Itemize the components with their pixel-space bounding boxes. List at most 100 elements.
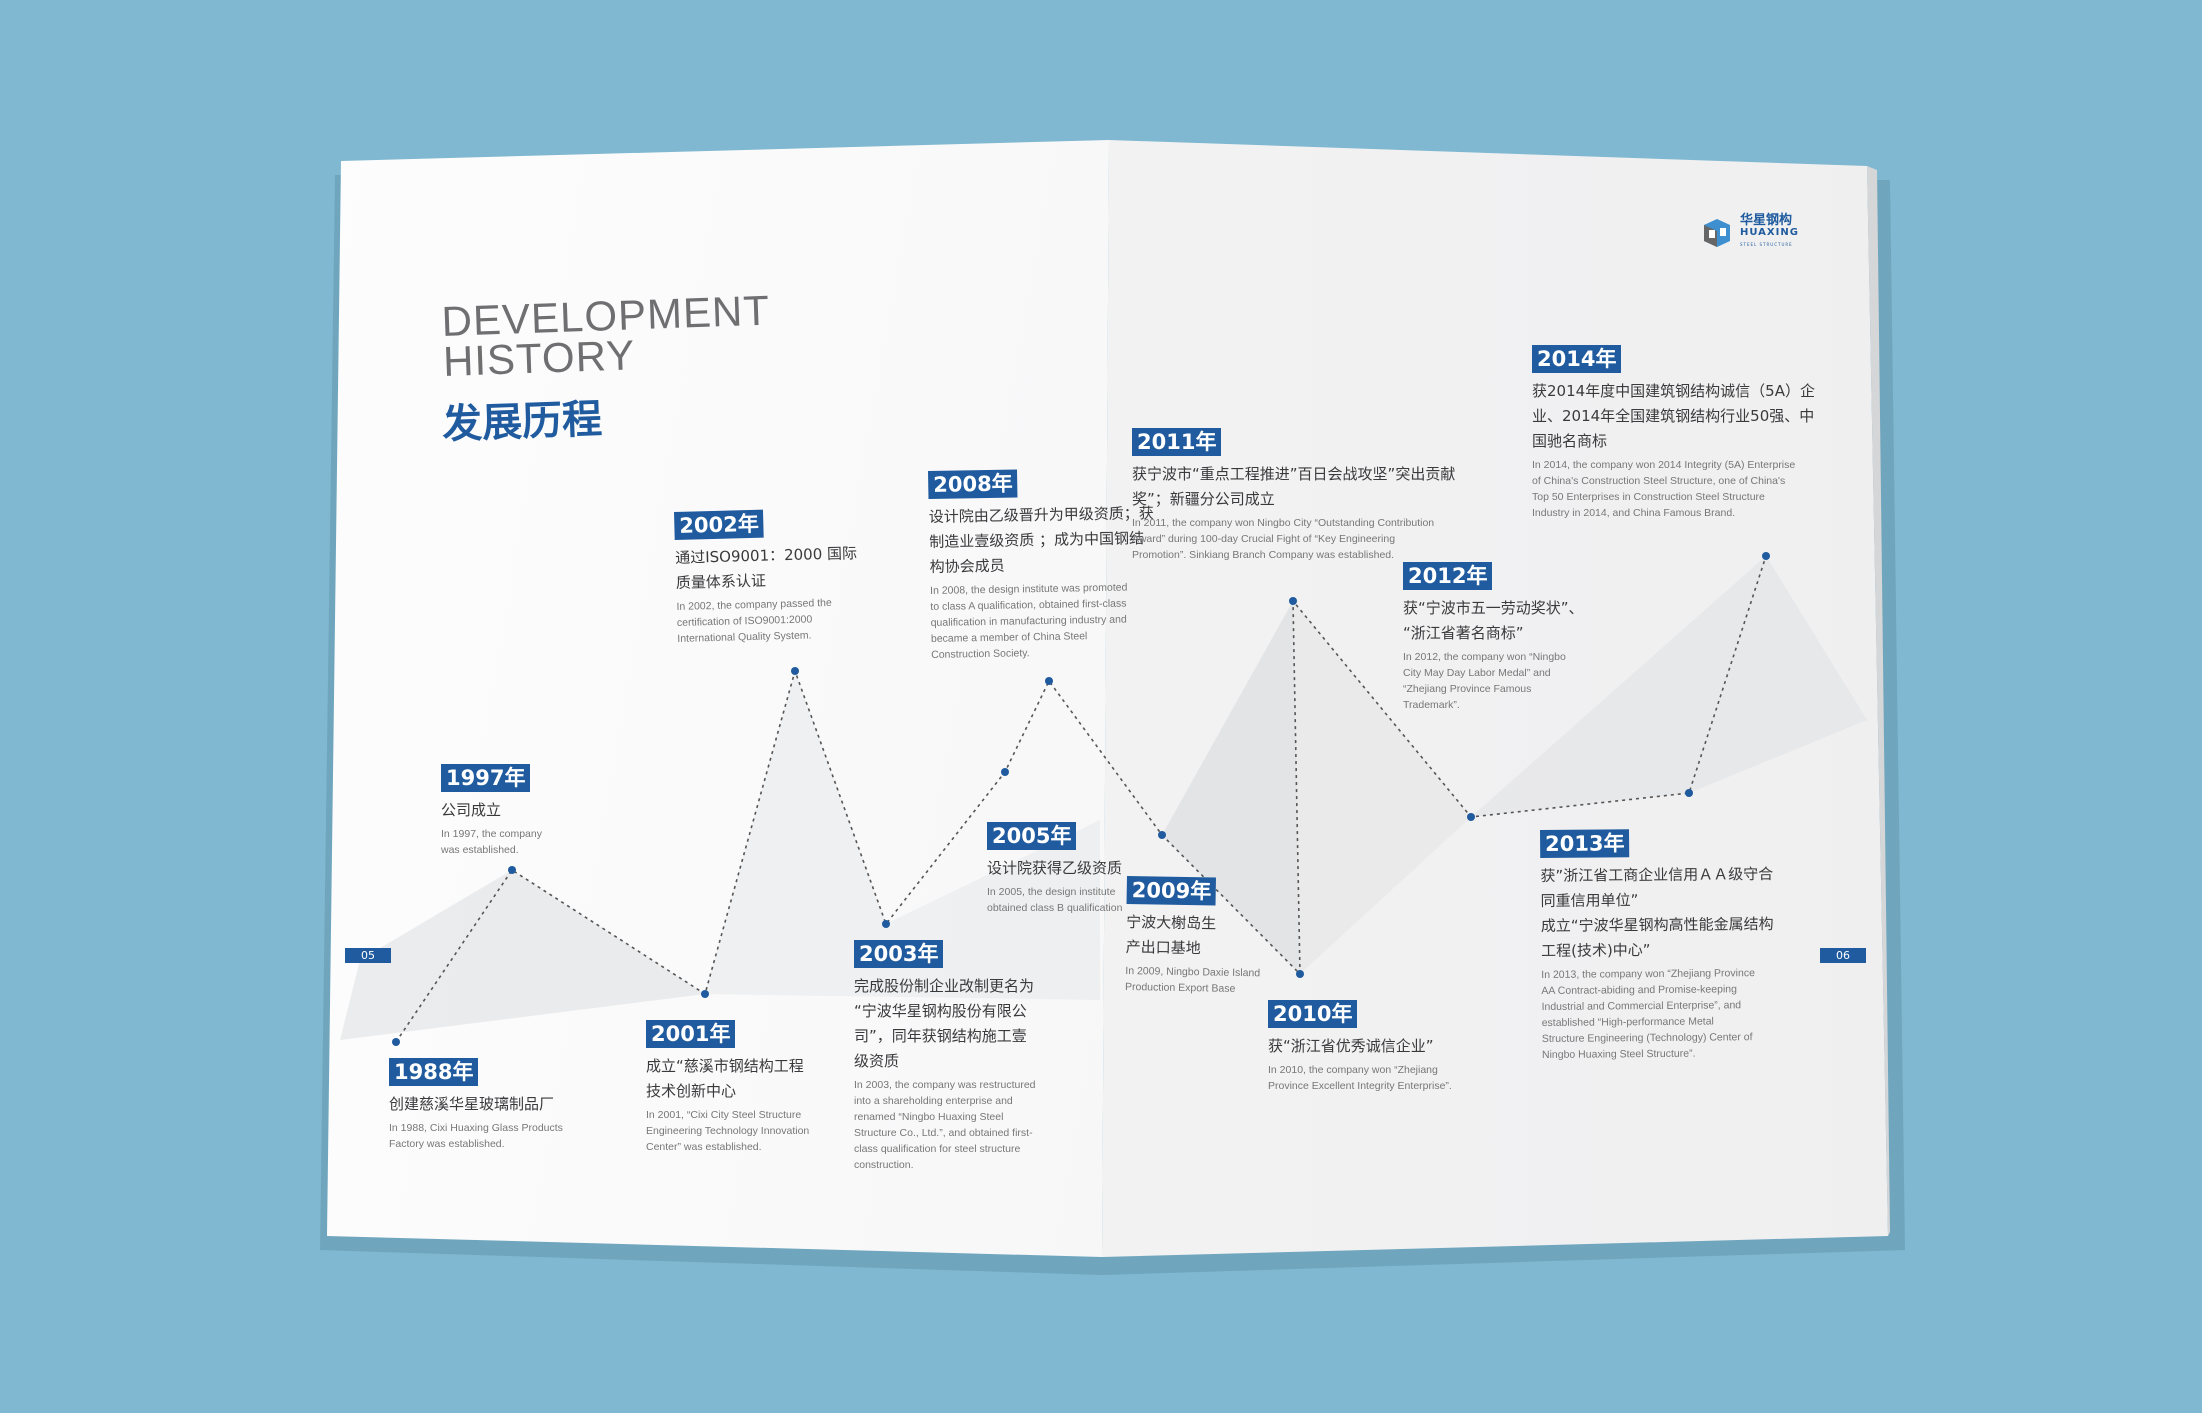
cn-line: 构协会成员	[929, 556, 1005, 576]
milestone-cn: 获“宁波市五一劳动奖状”、 “浙江省著名商标”	[1403, 596, 1584, 646]
milestone-en: In 1988, Cixi Huaxing Glass Products Fact…	[389, 1120, 563, 1152]
milestone: 2009年 宁波大榭岛生 产出口基地 In 2009, Ningbo Daxie Is…	[1125, 876, 1262, 997]
cn-line: 获“浙江省优秀诚信企业”	[1268, 1037, 1434, 1055]
page-title-en: DEVELOPMENT HISTORY	[441, 287, 772, 385]
milestone-en: In 2012, the company won “Ningbo City May…	[1403, 649, 1584, 713]
cn-line: 制造业壹级资质 ；成为中国钢结	[929, 529, 1145, 551]
cn-line: 成立“宁波华星钢构高性能金属结构	[1540, 914, 1774, 935]
timeline-dot	[701, 990, 709, 998]
en-line: Industry in 2014, and China Famous Brand…	[1532, 507, 1736, 519]
en-line: Structure Engineering (Technology) Cente…	[1541, 1031, 1753, 1045]
milestone: 2003年 完成股份制企业改制更名为 “宁波华星钢构股份有限公 司”，同年获钢结构施工…	[854, 940, 1036, 1173]
year-badge: 2005年	[987, 822, 1077, 850]
en-line: In 2011, the company won Ningbo City “Ou…	[1132, 517, 1435, 529]
timeline-dot	[1045, 677, 1053, 685]
en-line: Promotion”. Sinkiang Branch Company was …	[1132, 549, 1395, 561]
milestone: 1988年创建慈溪华星玻璃制品厂 In 1988, Cixi Huaxing Gl…	[389, 1058, 563, 1152]
logo-en: HUAXING	[1740, 227, 1799, 238]
page-number-left: 05	[345, 948, 391, 963]
cn-line: 技术创新中心	[646, 1082, 737, 1100]
cn-line: 完成股份制企业改制更名为	[854, 977, 1035, 995]
en-line: into a shareholding enterprise and	[854, 1095, 1013, 1107]
en-line: In 2014, the company won 2014 Integrity …	[1532, 459, 1796, 471]
milestone-en: In 1997, the company was established.	[441, 826, 542, 858]
cn-line: 创建慈溪华星玻璃制品厂	[389, 1095, 555, 1113]
timeline-dot	[392, 1038, 400, 1046]
en-line: In 2012, the company won “Ningbo	[1403, 651, 1566, 663]
en-line: Center” was established.	[646, 1141, 762, 1153]
milestone-cn: 获宁波市“重点工程推进”百日会战攻坚”突出贡献 奖”；新疆分公司成立	[1132, 462, 1455, 512]
en-line: Province Excellent Integrity Enterprise”…	[1268, 1080, 1452, 1092]
page-title-cn: 发展历程	[441, 395, 603, 448]
en-line: In 2001, “Cixi City Steel Structure	[646, 1109, 802, 1121]
year-badge: 2003年	[854, 940, 944, 968]
milestone-cn: 获2014年度中国建筑钢结构诚信（5A）企 业、2014年全国建筑钢结构行业50强…	[1532, 379, 1815, 454]
year-badge: 1997年	[441, 764, 531, 792]
milestone: 2013年 获”浙江省工商企业信用ＡＡ级守合 同重信用单位” 成立“宁波华星钢构高性能…	[1540, 828, 1775, 1063]
timeline-dot	[1296, 970, 1304, 978]
timeline-dot	[1762, 552, 1770, 560]
milestone-cn: 宁波大榭岛生 产出口基地	[1126, 910, 1262, 962]
milestone-en: In 2002, the company passed the certifica…	[676, 594, 859, 647]
cn-line: 国驰名商标	[1532, 432, 1608, 450]
logo-sub: STEEL STRUCTURE	[1740, 242, 1793, 247]
en-line: Award” during 100-day Crucial Fight of “…	[1132, 533, 1396, 545]
company-logo: 华星钢构 HUAXING STEEL STRUCTURE	[1700, 214, 1799, 251]
cn-line: “宁波华星钢构股份有限公	[854, 1002, 1027, 1020]
cn-line: 设计院获得乙级资质	[987, 859, 1123, 877]
milestone: 2011年获宁波市“重点工程推进”百日会战攻坚”突出贡献 奖”；新疆分公司成立 In…	[1132, 428, 1455, 563]
milestone-en: In 2014, the company won 2014 Integrity …	[1532, 457, 1815, 521]
year-badge: 2011年	[1132, 428, 1222, 456]
cn-line: 公司成立	[441, 801, 502, 819]
timeline-dot	[1158, 831, 1166, 839]
year-badge: 2010年	[1268, 1000, 1358, 1028]
en-line: In 2010, the company won “Zhejiang	[1268, 1064, 1438, 1076]
en-line: class qualification for steel structure	[854, 1143, 1021, 1155]
en-line: Ningbo Huaxing Steel Structure”.	[1541, 1047, 1696, 1061]
en-line: construction.	[854, 1159, 914, 1171]
en-line: Structure Co., Ltd.”, and obtained first…	[854, 1127, 1033, 1139]
cn-line: 获“宁波市五一劳动奖状”、	[1403, 599, 1584, 617]
cn-line: “浙江省著名商标”	[1403, 624, 1524, 642]
en-line: In 2005, the design institute	[987, 886, 1116, 898]
milestone: 2010年获“浙江省优秀诚信企业” In 2010, the company wo…	[1268, 1000, 1452, 1094]
en-line: Factory was established.	[389, 1138, 505, 1150]
milestone-cn: 获“浙江省优秀诚信企业”	[1268, 1034, 1452, 1059]
cn-line: 获2014年度中国建筑钢结构诚信（5A）企	[1532, 382, 1815, 400]
milestone: 2001年成立“慈溪市钢结构工程 技术创新中心 In 2001, “Cixi Cit…	[646, 1020, 809, 1155]
milestone-en: In 2005, the design institute obtained cl…	[987, 884, 1122, 916]
en-line: In 1997, the company	[441, 828, 542, 840]
year-badge: 2001年	[646, 1020, 736, 1048]
cn-line: 宁波大榭岛生	[1126, 912, 1217, 933]
milestone: 2005年设计院获得乙级资质 In 2005, the design instit…	[987, 822, 1122, 916]
milestone-en: In 2013, the company won “Zhejiang Provi…	[1541, 965, 1775, 1063]
milestone-cn: 完成股份制企业改制更名为 “宁波华星钢构股份有限公 司”，同年获钢结构施工壹 级资质	[854, 974, 1036, 1074]
page-number-right: 06	[1820, 948, 1866, 963]
en-line: Engineering Technology Innovation	[646, 1125, 810, 1137]
year-badge: 2014年	[1532, 345, 1622, 373]
milestone-cn: 获”浙江省工商企业信用ＡＡ级守合 同重信用单位” 成立“宁波华星钢构高性能金属结构工…	[1540, 862, 1774, 964]
en-line: In 2013, the company won “Zhejiang Provi…	[1541, 967, 1755, 981]
en-line: obtained class B qualification	[987, 902, 1123, 914]
milestone: 2012年获“宁波市五一劳动奖状”、 “浙江省著名商标” In 2012, the …	[1403, 562, 1584, 713]
cn-line: 产出口基地	[1125, 937, 1201, 958]
year-badge: 1988年	[389, 1058, 479, 1086]
timeline-dot	[791, 667, 799, 675]
milestone-en: In 2003, the company was restructured int…	[854, 1077, 1036, 1173]
timeline-dot	[1001, 768, 1009, 776]
en-line: Top 50 Enterprises in Construction Steel…	[1532, 491, 1765, 503]
milestone-en: In 2009, Ningbo Daxie Island Production E…	[1125, 963, 1260, 997]
en-line: was established.	[441, 844, 519, 856]
timeline-dot	[882, 920, 890, 928]
milestone-cn: 成立“慈溪市钢结构工程 技术创新中心	[646, 1054, 809, 1104]
milestone: 2008年 设计院由乙级晋升为甲级资质；获 制造业壹级资质 ；成为中国钢结 构协会成员…	[928, 467, 1156, 663]
year-badge: 2012年	[1403, 562, 1493, 590]
milestone-cn: 设计院获得乙级资质	[987, 856, 1122, 881]
milestone-cn: 创建慈溪华星玻璃制品厂	[389, 1092, 563, 1117]
year-badge: 2013年	[1540, 829, 1630, 858]
en-line: Production Export Base	[1124, 980, 1236, 995]
milestone-en: In 2008, the design institute was promot…	[930, 579, 1156, 663]
cn-line: 业、2014年全国建筑钢结构行业50强、中	[1532, 407, 1815, 425]
cn-line: 同重信用单位”	[1540, 891, 1639, 910]
